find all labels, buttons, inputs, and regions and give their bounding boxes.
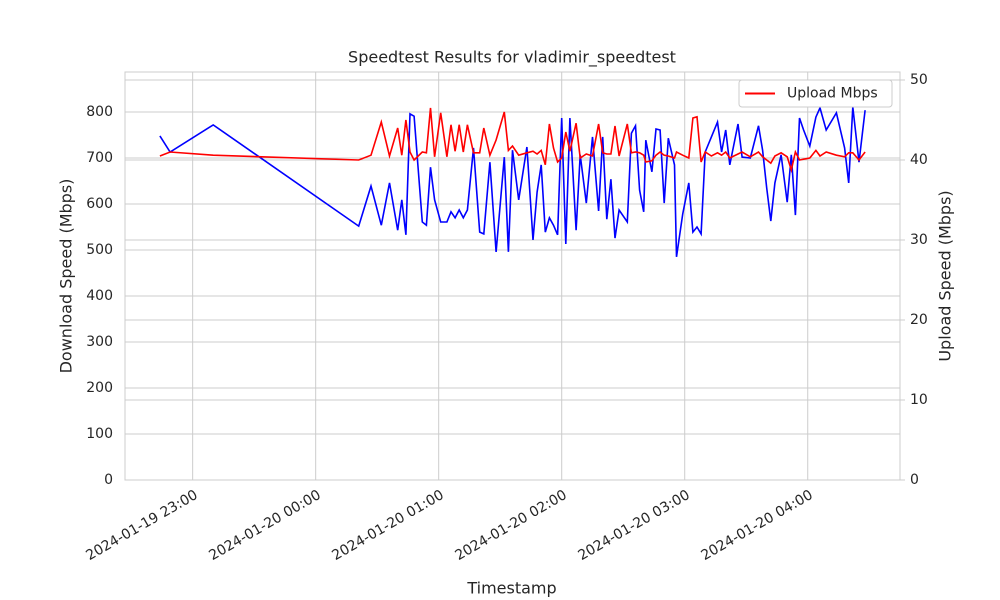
y2-tick-label: 50 (910, 72, 928, 88)
legend-label: Upload Mbps (787, 86, 878, 102)
y-tick-label: 0 (104, 472, 113, 488)
y2-tick-label: 40 (910, 152, 928, 168)
y2-axis-title: Upload Speed (Mbps) (936, 190, 955, 361)
data-line (159, 105, 866, 258)
y-tick-label: 700 (86, 150, 113, 166)
legend-box (738, 79, 893, 108)
data-line (159, 107, 866, 174)
x-axis-title: Timestamp (466, 579, 556, 598)
y-tick-label: 600 (86, 196, 113, 212)
y-tick-label: 200 (86, 380, 113, 396)
y-tick-label: 400 (86, 288, 113, 304)
y2-tick-label: 20 (910, 312, 928, 328)
y-axis-title: Download Speed (Mbps) (57, 179, 76, 374)
chart-title: Speedtest Results for vladimir_speedtest (348, 48, 676, 68)
y-tick-label: 300 (86, 334, 113, 350)
y-tick-label: 800 (86, 104, 113, 120)
plot-frame (124, 71, 901, 481)
y2-tick-label: 10 (910, 392, 928, 408)
y2-tick-label: 30 (910, 232, 928, 248)
y2-tick-label: 0 (910, 472, 919, 488)
y-tick-label: 500 (86, 242, 113, 258)
y-tick-label: 100 (86, 426, 113, 442)
